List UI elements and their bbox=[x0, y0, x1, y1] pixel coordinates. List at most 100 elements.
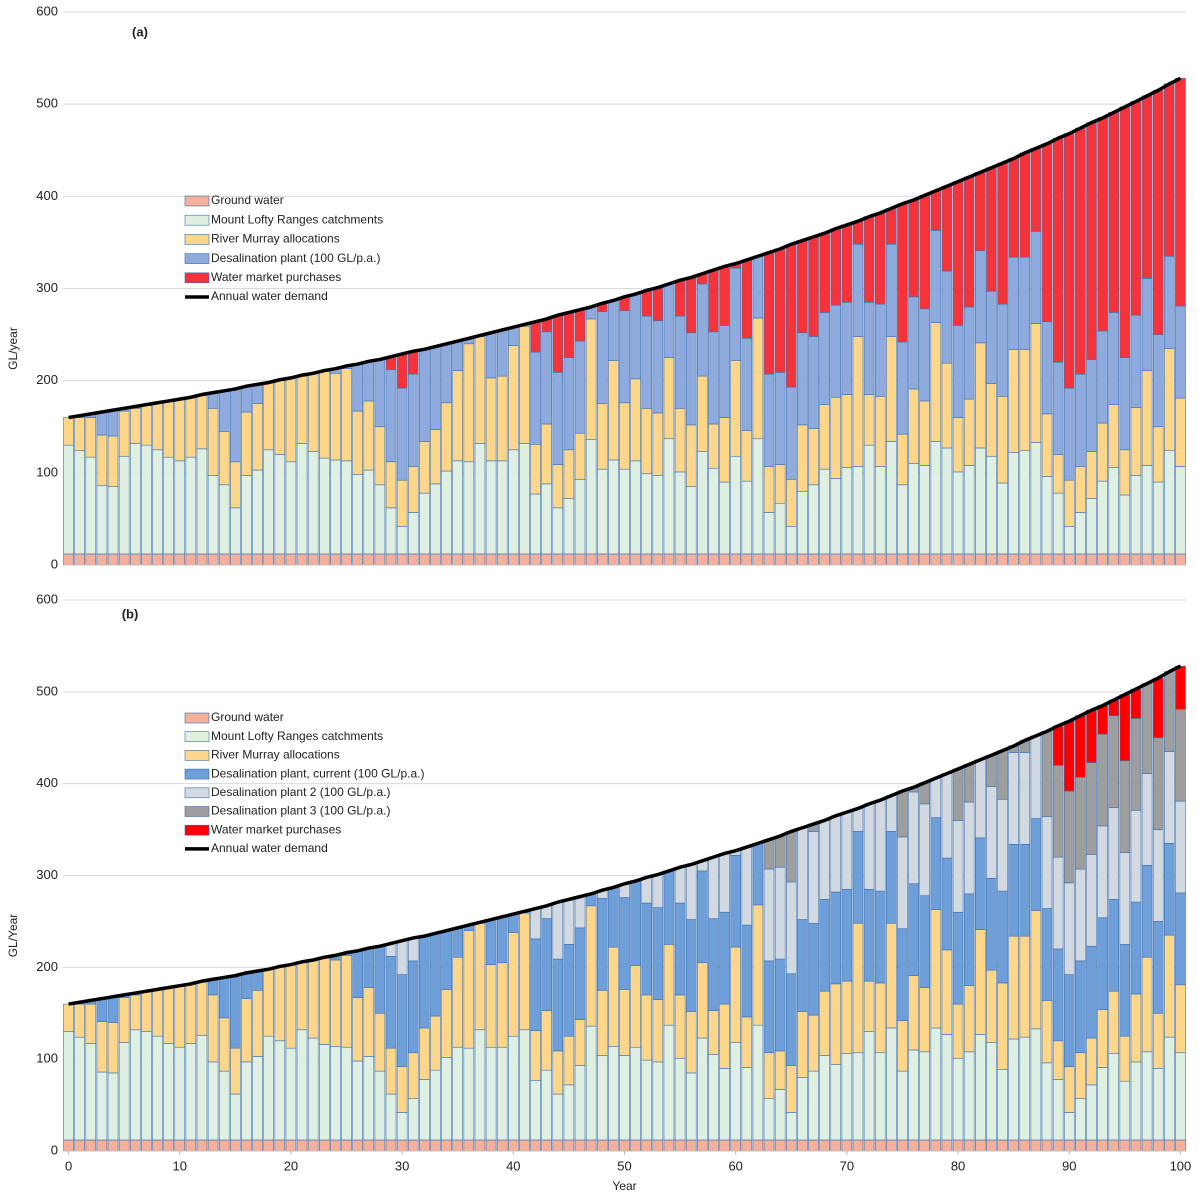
bar-segment bbox=[652, 907, 664, 1000]
legend-swatch bbox=[184, 824, 210, 836]
bar-segment bbox=[697, 1037, 708, 1141]
bar-segment bbox=[774, 1089, 786, 1141]
bar-segment bbox=[496, 329, 508, 377]
bar-segment bbox=[652, 553, 664, 566]
bar-segment bbox=[1141, 956, 1153, 1053]
bar-segment bbox=[986, 1139, 997, 1152]
bar-segment bbox=[774, 958, 786, 1052]
bar-segment bbox=[363, 947, 375, 988]
bar-segment bbox=[163, 1043, 174, 1141]
bar-segment bbox=[218, 1017, 230, 1072]
bar-segment bbox=[674, 866, 686, 904]
bar-segment bbox=[185, 983, 197, 1044]
bar-segment bbox=[663, 553, 675, 566]
bar-segment bbox=[719, 266, 730, 326]
bar-segment bbox=[708, 553, 719, 566]
bar-segment bbox=[741, 480, 753, 555]
legend-label: Water market purchases bbox=[211, 822, 341, 836]
bar-segment bbox=[129, 994, 141, 1031]
bar-segment bbox=[797, 490, 808, 555]
bar-segment bbox=[330, 1046, 341, 1141]
bar-segment bbox=[407, 937, 419, 962]
bar-segment bbox=[274, 967, 286, 1042]
bar-segment bbox=[374, 945, 386, 1014]
y-tick-label: 200 bbox=[36, 372, 58, 387]
bar-segment bbox=[1152, 334, 1164, 428]
bar-segment bbox=[141, 1139, 152, 1152]
bar-segment bbox=[1075, 715, 1086, 778]
bar-segment bbox=[1041, 1062, 1053, 1141]
bar-segment bbox=[274, 380, 286, 455]
bar-segment bbox=[419, 1139, 430, 1152]
bar-segment bbox=[708, 1139, 719, 1152]
bar-segment bbox=[252, 469, 263, 555]
bar-segment bbox=[1041, 143, 1053, 322]
bar-segment bbox=[974, 759, 986, 839]
bar-segment bbox=[841, 811, 853, 890]
bar-segment bbox=[185, 1139, 197, 1152]
bar-segment bbox=[819, 232, 830, 313]
bar-segment bbox=[708, 856, 719, 919]
bar-segment bbox=[608, 946, 619, 1047]
bar-segment bbox=[941, 1034, 953, 1141]
bar-segment bbox=[441, 1139, 452, 1152]
bar-segment bbox=[852, 220, 864, 245]
bar-segment bbox=[485, 1046, 497, 1141]
bar-segment bbox=[107, 1022, 119, 1074]
bar-segment bbox=[129, 1139, 141, 1152]
bar-segment bbox=[385, 1047, 397, 1095]
bar-segment bbox=[1130, 407, 1142, 476]
bar-segment bbox=[986, 754, 997, 787]
bar-segment bbox=[63, 417, 74, 446]
legend-swatch bbox=[184, 195, 210, 207]
bar-segment bbox=[852, 922, 864, 1054]
bar-segment bbox=[530, 1139, 541, 1152]
bar-segment bbox=[1041, 413, 1053, 477]
bar-segment bbox=[207, 994, 219, 1063]
bar-segment bbox=[763, 1139, 775, 1152]
bar-segment bbox=[452, 956, 464, 1048]
bar-segment bbox=[608, 887, 619, 948]
bar-segment bbox=[363, 469, 375, 555]
bar-segment bbox=[1052, 856, 1064, 950]
bar-segment bbox=[830, 1064, 842, 1141]
bar-segment bbox=[685, 486, 697, 555]
bar-segment bbox=[241, 1061, 252, 1141]
bar-segment bbox=[819, 1139, 830, 1152]
bar-segment bbox=[1008, 843, 1019, 937]
legend-swatch bbox=[184, 272, 210, 284]
bar-segment bbox=[163, 553, 174, 566]
bar-segment bbox=[196, 1034, 208, 1141]
bar-segment bbox=[152, 402, 163, 451]
bar-segment bbox=[685, 919, 697, 1012]
bar-segment bbox=[630, 553, 641, 566]
bar-segment bbox=[96, 485, 108, 555]
x-tick-label: 10 bbox=[173, 1158, 187, 1173]
bar-segment bbox=[263, 382, 275, 451]
bar-segment bbox=[563, 553, 575, 566]
bar-segment bbox=[185, 553, 197, 566]
bar-segment bbox=[874, 1139, 886, 1152]
bar-segment bbox=[774, 464, 786, 504]
bar-segment bbox=[541, 1069, 552, 1141]
bar-segment bbox=[163, 400, 174, 458]
bar-segment bbox=[230, 1047, 241, 1095]
bar-segment bbox=[974, 1139, 986, 1152]
bar-segment bbox=[841, 888, 853, 982]
bar-segment bbox=[719, 1068, 730, 1141]
bar-segment bbox=[563, 899, 575, 945]
legend-label: River Murray allocations bbox=[211, 748, 340, 762]
bar-segment bbox=[1063, 974, 1075, 1067]
bar-segment bbox=[452, 1046, 464, 1141]
bar-segment bbox=[997, 482, 1008, 555]
bar-segment bbox=[396, 387, 408, 481]
bar-segment bbox=[785, 525, 797, 555]
bar-segment bbox=[1130, 993, 1142, 1063]
bar-segment bbox=[363, 987, 375, 1057]
bar-segment bbox=[808, 484, 819, 555]
bar-segment bbox=[874, 212, 886, 305]
bar-segment bbox=[1119, 449, 1131, 496]
bar-segment bbox=[1086, 498, 1097, 555]
bar-segment bbox=[963, 553, 975, 566]
chart-title: (a) bbox=[132, 24, 148, 39]
